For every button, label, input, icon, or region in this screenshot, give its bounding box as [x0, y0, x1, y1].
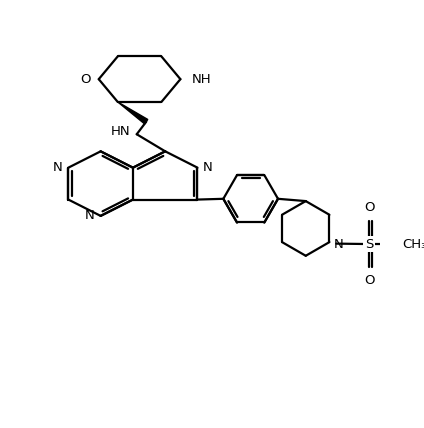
Text: S: S: [365, 238, 374, 250]
Text: O: O: [364, 273, 374, 287]
Text: N: N: [85, 209, 95, 223]
Text: N: N: [203, 161, 213, 174]
Text: HN: HN: [111, 125, 130, 138]
Text: N: N: [53, 161, 63, 174]
Text: O: O: [364, 202, 374, 214]
Polygon shape: [118, 102, 148, 124]
Text: N: N: [334, 238, 344, 250]
Text: CH₃: CH₃: [403, 238, 424, 250]
Text: O: O: [80, 73, 90, 86]
Text: NH: NH: [192, 73, 212, 86]
